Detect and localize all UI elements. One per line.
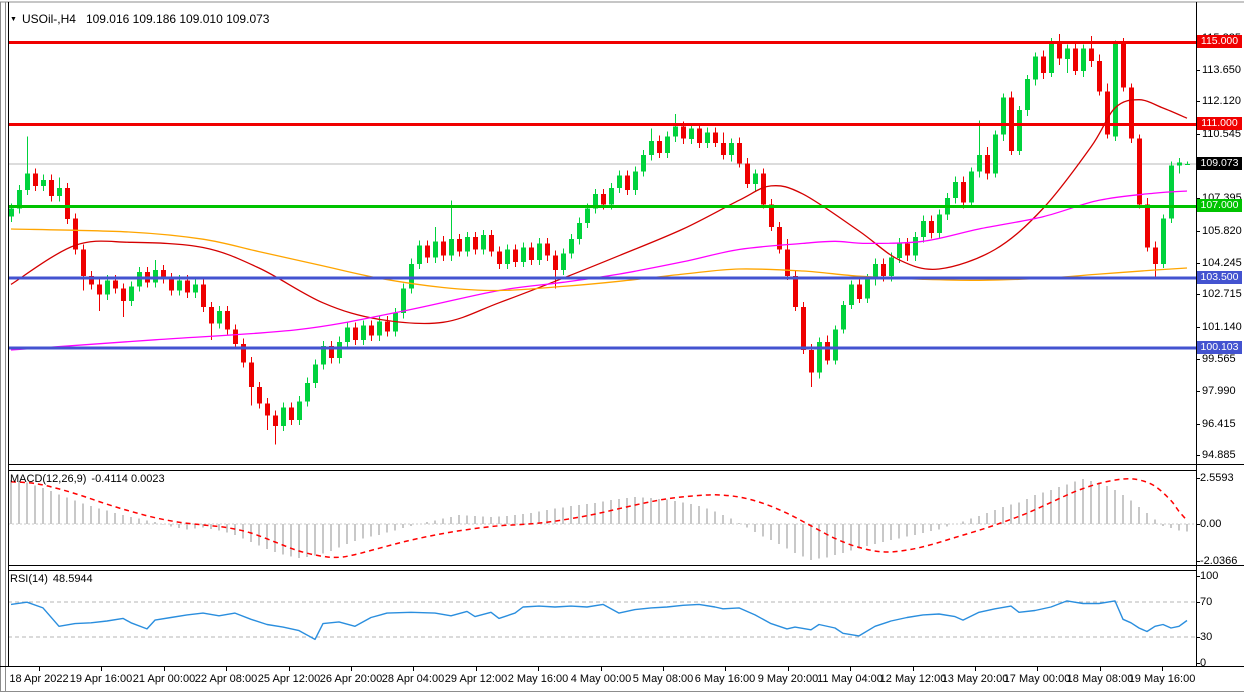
panel-borders <box>0 2 1244 667</box>
time-axis-label: 26 Apr 20:00 <box>319 673 383 685</box>
macd-indicator-label: MACD(12,26,9) -0.4114 0.0023 <box>10 473 170 485</box>
price-axis-tick-label: 94.885 <box>1202 449 1236 461</box>
time-axis-label: 9 May 20:00 <box>757 673 819 685</box>
price-axis-tick-label: 104.245 <box>1202 257 1242 269</box>
macd-axis-tick-label: 2.5593 <box>1200 472 1234 484</box>
time-axis-label: 18 Apr 2022 <box>9 673 69 685</box>
symbol-timeframe: USOil-,H4 <box>21 12 76 26</box>
current-price-badge: 109.073 <box>1197 157 1242 170</box>
macd-axis-tick-label: -2.0366 <box>1200 555 1238 567</box>
time-axis-label: 4 May 00:00 <box>570 673 632 685</box>
candles-layer <box>9 34 1190 445</box>
rsi-indicator-label: RSI(14) 48.5944 <box>10 573 98 585</box>
time-axis-label: 29 Apr 12:00 <box>444 673 508 685</box>
time-axis-label: 13 May 20:00 <box>941 673 1009 685</box>
time-axis-label: 18 May 08:00 <box>1066 673 1134 685</box>
time-axis-label: 25 Apr 12:00 <box>257 673 321 685</box>
time-axis-label: 6 May 16:00 <box>694 673 756 685</box>
hline-price-badge: 103.500 <box>1197 271 1242 284</box>
axis-ticks <box>39 38 1200 671</box>
chart-legend: ▼ USOil-,H4 109.016 109.186 109.010 109.07… <box>10 12 269 26</box>
main-chart-panel[interactable] <box>8 34 1196 445</box>
price-axis-tick-label: 105.820 <box>1202 225 1242 237</box>
rsi-value: 48.5944 <box>52 573 93 585</box>
time-axis-label: 2 May 16:00 <box>507 673 569 685</box>
symbol-dropdown-icon[interactable]: ▼ <box>10 16 17 23</box>
ma-red-line <box>10 99 1188 325</box>
price-axis-tick-label: 96.415 <box>1202 418 1236 430</box>
rsi-line <box>10 600 1188 641</box>
time-axis-label: 22 Apr 08:00 <box>194 673 258 685</box>
hline-price-badge: 107.000 <box>1197 199 1242 212</box>
macd-name: MACD(12,26,9) <box>10 473 87 485</box>
time-axis-label: 12 May 12:00 <box>879 673 947 685</box>
panel-splitter[interactable] <box>0 565 1244 570</box>
panel-splitter[interactable] <box>0 465 1244 470</box>
rsi-axis-tick-label: 100 <box>1200 570 1219 582</box>
time-axis-label: 19 Apr 16:00 <box>69 673 133 685</box>
hline-price-badge: 100.103 <box>1197 341 1242 354</box>
price-axis-tick-label: 101.140 <box>1202 321 1242 333</box>
time-axis-label: 11 May 04:00 <box>817 673 883 685</box>
hline-price-badge: 111.000 <box>1197 117 1242 130</box>
macd-values: -0.4114 0.0023 <box>91 473 165 485</box>
rsi-axis-tick-label: 30 <box>1200 631 1213 643</box>
macd-axis-tick-label: 0.00 <box>1200 518 1222 530</box>
rsi-axis-tick-label: 70 <box>1200 596 1213 608</box>
macd-panel[interactable] <box>8 477 1196 560</box>
macd-signal-line <box>10 477 1188 559</box>
price-axis-tick-label: 102.715 <box>1202 288 1242 300</box>
hline-price-badge: 115.000 <box>1197 35 1242 48</box>
rsi-name: RSI(14) <box>10 573 48 585</box>
ma-magenta-line <box>10 190 1188 351</box>
price-axis-tick-label: 110.545 <box>1202 128 1241 140</box>
time-axis-label: 28 Apr 04:00 <box>381 673 445 685</box>
ohlc-values: 109.016 109.186 109.010 109.073 <box>85 12 270 26</box>
rsi-panel[interactable] <box>8 600 1196 641</box>
time-axis-label: 17 May 00:00 <box>1003 673 1071 685</box>
price-axis-tick-label: 113.650 <box>1202 64 1241 76</box>
price-axis-tick-label: 99.565 <box>1202 353 1236 365</box>
price-axis-tick-label: 97.990 <box>1202 385 1236 397</box>
time-axis-label: 21 Apr 00:00 <box>132 673 196 685</box>
price-axis-tick-label: 112.120 <box>1202 95 1241 107</box>
time-axis-label: 19 May 16:00 <box>1128 673 1196 685</box>
time-axis-label: 5 May 08:00 <box>632 673 694 685</box>
rsi-axis-tick-label: 0 <box>1200 657 1207 669</box>
